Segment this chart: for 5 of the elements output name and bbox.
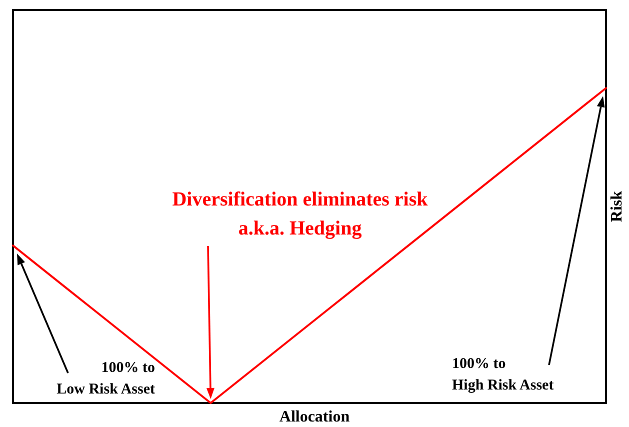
annotation: 100% to High Risk Asset — [452, 356, 554, 394]
annotation: Diversification eliminates risk a.k.a. Hedging — [172, 188, 429, 240]
y-axis-title: Risk — [608, 190, 626, 222]
annotation: 100% to Low Risk Asset — [56, 360, 155, 398]
x-axis-title: Allocation — [279, 408, 350, 426]
